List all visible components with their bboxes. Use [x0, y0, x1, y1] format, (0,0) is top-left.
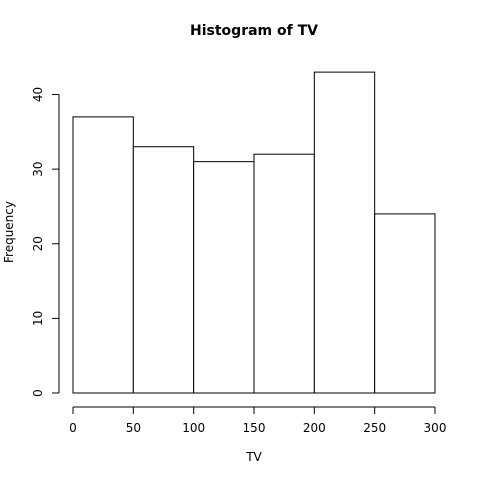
x-tick-label: 50	[126, 421, 141, 435]
histogram-bar	[313, 71, 376, 394]
y-tick-label: 0	[31, 389, 45, 397]
histogram-bar	[132, 146, 195, 394]
x-axis-label: TV	[245, 450, 262, 464]
y-tick-label: 20	[31, 236, 45, 251]
x-tick-label: 200	[303, 421, 326, 435]
y-tick-label: 40	[31, 87, 45, 102]
bars-group	[72, 71, 436, 394]
y-tick-label: 10	[31, 311, 45, 326]
x-axis: 0 50 100 150 200 250 300	[69, 406, 447, 435]
x-tick-label: 250	[363, 421, 386, 435]
histogram-bar	[374, 213, 436, 394]
x-tick-label: 150	[243, 421, 266, 435]
histogram-bar	[193, 161, 255, 394]
x-tick-label: 300	[424, 421, 447, 435]
y-tick-label: 30	[31, 161, 45, 176]
y-axis-label: Frequency	[2, 201, 16, 263]
histogram-bar	[72, 116, 134, 394]
histogram-bar	[253, 153, 315, 394]
x-tick-label: 100	[182, 421, 205, 435]
y-axis: 0 10 20 30 40	[31, 87, 60, 397]
x-tick-label: 0	[69, 421, 77, 435]
chart-title: Histogram of TV	[190, 23, 318, 39]
